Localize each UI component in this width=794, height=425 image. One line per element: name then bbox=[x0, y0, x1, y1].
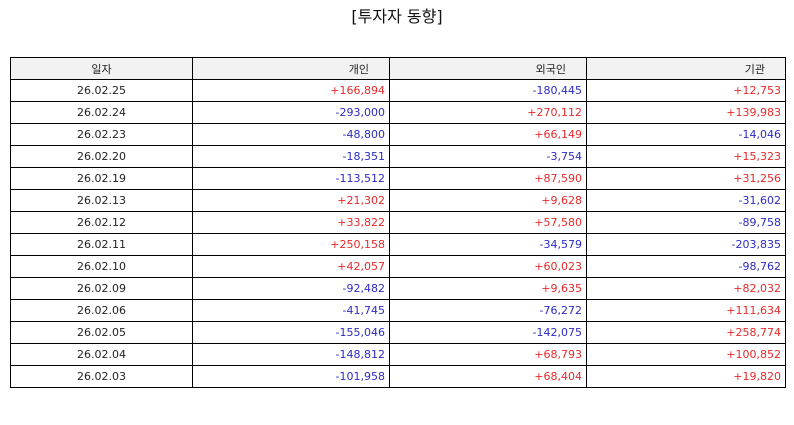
cell-foreign: -3,754 bbox=[389, 145, 587, 168]
cell-foreign: +57,580 bbox=[389, 211, 587, 234]
cell-foreign: -180,445 bbox=[389, 79, 587, 102]
table-row: 26.02.10 +42,057 +60,023 -98,762 bbox=[10, 255, 786, 278]
cell-institution: +100,852 bbox=[586, 343, 786, 366]
column-header-foreign: 외국인 bbox=[389, 57, 587, 80]
investor-trend-table: 일자 개인 외국인 기관 26.02.25 +166,894 -180,445 +12… bbox=[10, 57, 786, 388]
cell-institution: -89,758 bbox=[586, 211, 786, 234]
header-row: 일자 개인 외국인 기관 bbox=[10, 57, 786, 80]
cell-individual: +21,302 bbox=[192, 189, 390, 212]
cell-date: 26.02.19 bbox=[10, 167, 193, 190]
table-row: 26.02.25 +166,894 -180,445 +12,753 bbox=[10, 79, 786, 102]
cell-institution: +82,032 bbox=[586, 277, 786, 300]
cell-foreign: +68,793 bbox=[389, 343, 587, 366]
column-header-institution: 기관 bbox=[586, 57, 786, 80]
cell-foreign: -142,075 bbox=[389, 321, 587, 344]
cell-foreign: +270,112 bbox=[389, 101, 587, 124]
table-row: 26.02.23 -48,800 +66,149 -14,046 bbox=[10, 123, 786, 146]
cell-individual: -41,745 bbox=[192, 299, 390, 322]
cell-individual: +42,057 bbox=[192, 255, 390, 278]
table-row: 26.02.03 -101,958 +68,404 +19,820 bbox=[10, 365, 786, 388]
table-row: 26.02.09 -92,482 +9,635 +82,032 bbox=[10, 277, 786, 300]
cell-date: 26.02.24 bbox=[10, 101, 193, 124]
cell-individual: -113,512 bbox=[192, 167, 390, 190]
cell-date: 26.02.06 bbox=[10, 299, 193, 322]
cell-foreign: +9,635 bbox=[389, 277, 587, 300]
cell-individual: +250,158 bbox=[192, 233, 390, 256]
cell-institution: -14,046 bbox=[586, 123, 786, 146]
cell-foreign: +9,628 bbox=[389, 189, 587, 212]
cell-institution: +19,820 bbox=[586, 365, 786, 388]
cell-institution: +15,323 bbox=[586, 145, 786, 168]
cell-individual: +166,894 bbox=[192, 79, 390, 102]
cell-date: 26.02.09 bbox=[10, 277, 193, 300]
cell-date: 26.02.23 bbox=[10, 123, 193, 146]
cell-institution: +139,983 bbox=[586, 101, 786, 124]
cell-individual: -155,046 bbox=[192, 321, 390, 344]
cell-date: 26.02.04 bbox=[10, 343, 193, 366]
cell-foreign: +60,023 bbox=[389, 255, 587, 278]
table-row: 26.02.24 -293,000 +270,112 +139,983 bbox=[10, 101, 786, 124]
table-row: 26.02.19 -113,512 +87,590 +31,256 bbox=[10, 167, 786, 190]
cell-foreign: -76,272 bbox=[389, 299, 587, 322]
table-row: 26.02.20 -18,351 -3,754 +15,323 bbox=[10, 145, 786, 168]
table-row: 26.02.06 -41,745 -76,272 +111,634 bbox=[10, 299, 786, 322]
cell-individual: -48,800 bbox=[192, 123, 390, 146]
table-body: 26.02.25 +166,894 -180,445 +12,753 26.02.24-… bbox=[10, 79, 786, 388]
table-header: 일자 개인 외국인 기관 bbox=[10, 57, 786, 80]
cell-date: 26.02.12 bbox=[10, 211, 193, 234]
cell-institution: +31,256 bbox=[586, 167, 786, 190]
table-row: 26.02.05 -155,046 -142,075 +258,774 bbox=[10, 321, 786, 344]
page-title: [투자자 동향] bbox=[351, 7, 443, 26]
cell-individual: -101,958 bbox=[192, 365, 390, 388]
cell-institution: -31,602 bbox=[586, 189, 786, 212]
cell-individual: -92,482 bbox=[192, 277, 390, 300]
column-header-individual: 개인 bbox=[192, 57, 390, 80]
cell-date: 26.02.25 bbox=[10, 79, 193, 102]
cell-date: 26.02.20 bbox=[10, 145, 193, 168]
cell-foreign: +68,404 bbox=[389, 365, 587, 388]
cell-date: 26.02.13 bbox=[10, 189, 193, 212]
cell-date: 26.02.11 bbox=[10, 233, 193, 256]
cell-institution: -203,835 bbox=[586, 233, 786, 256]
cell-institution: +111,634 bbox=[586, 299, 786, 322]
cell-institution: -98,762 bbox=[586, 255, 786, 278]
cell-foreign: +87,590 bbox=[389, 167, 587, 190]
cell-institution: +258,774 bbox=[586, 321, 786, 344]
cell-institution: +12,753 bbox=[586, 79, 786, 102]
cell-date: 26.02.03 bbox=[10, 365, 193, 388]
cell-date: 26.02.05 bbox=[10, 321, 193, 344]
cell-individual: +33,822 bbox=[192, 211, 390, 234]
table-row: 26.02.11 +250,158 -34,579 -203,835 bbox=[10, 233, 786, 256]
cell-foreign: +66,149 bbox=[389, 123, 587, 146]
table-row: 26.02.12 +33,822 +57,580 -89,758 bbox=[10, 211, 786, 234]
cell-foreign: -34,579 bbox=[389, 233, 587, 256]
cell-individual: -148,812 bbox=[192, 343, 390, 366]
column-header-date: 일자 bbox=[10, 57, 193, 80]
cell-individual: -293,000 bbox=[192, 101, 390, 124]
cell-individual: -18,351 bbox=[192, 145, 390, 168]
table-row: 26.02.13 +21,302 +9,628 -31,602 bbox=[10, 189, 786, 212]
cell-date: 26.02.10 bbox=[10, 255, 193, 278]
table-row: 26.02.04 -148,812 +68,793 +100,852 bbox=[10, 343, 786, 366]
